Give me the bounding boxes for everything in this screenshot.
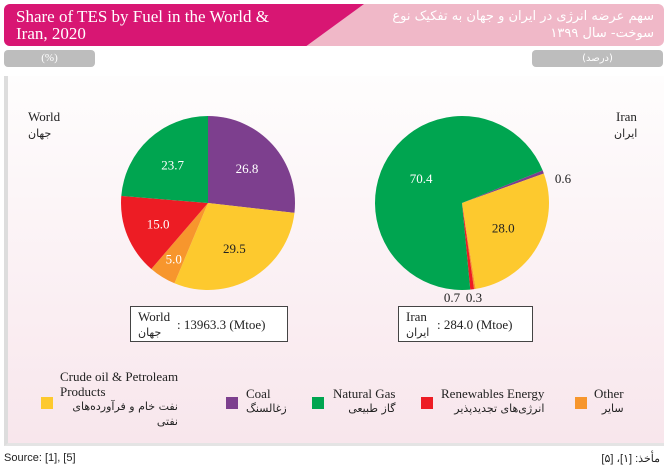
iran-total-label-fa: ایران (406, 326, 430, 339)
iran-slice-renewables (462, 203, 475, 290)
iran-label-other: 0.3 (466, 290, 482, 305)
world-label-other: 5.0 (166, 252, 182, 267)
unit-persian: (درصد) (532, 50, 663, 67)
legend-gas: Natural Gas گاز طبیعی (333, 386, 395, 416)
header-english-band (4, 4, 364, 46)
world-slice-other (151, 203, 208, 284)
legend-other: Other سایر (594, 386, 624, 416)
iran-label: Iran (616, 109, 637, 124)
legend-renewables-fa: انرژی‌های تجدیدپذیر (454, 402, 545, 415)
legend-renewables-en: Renewables Energy (441, 386, 545, 401)
iran-total-box: Iran ایران : 284.0 (Mtoe) (398, 306, 533, 342)
world-total-label: World (138, 309, 171, 324)
legend-swatch-gas (312, 397, 324, 409)
source-english: Source: [1], [5] (4, 452, 76, 464)
iran-slice-gas (374, 116, 543, 290)
iran-slice-oil (462, 173, 549, 289)
world-label-renewables: 15.0 (147, 216, 170, 231)
title-persian: سهم عرضه انرژی در ایران و جهان به تفکیک … (392, 9, 654, 41)
iran-label-fa: ایران (614, 127, 638, 140)
unit-english: (%) (4, 50, 95, 67)
iran-label-gas: 70.4 (410, 171, 433, 186)
iran-label-renewables: 0.7 (444, 290, 461, 305)
legend-coal: Coal زغالسنگ (246, 386, 287, 416)
legend-swatch-other (575, 397, 587, 409)
chart-panel (4, 76, 664, 446)
legend-other-fa: سایر (601, 402, 624, 415)
iran-total-value: : 284.0 (Mtoe) (437, 317, 513, 332)
world-slice-coal (208, 116, 295, 213)
world-label-oil: 29.5 (223, 241, 246, 256)
legend-gas-en: Natural Gas (333, 386, 396, 401)
world-total-box: World جهان : 13963.3 (Mtoe) (130, 306, 288, 342)
legend-coal-en: Coal (246, 386, 271, 401)
world-label-fa: جهان (28, 127, 52, 140)
world-slice-gas (121, 116, 208, 203)
iran-slice-coal (462, 170, 544, 203)
legend-renewables: Renewables Energy انرژی‌های تجدیدپذیر (441, 386, 544, 416)
world-label-coal: 26.8 (236, 161, 259, 176)
legend-swatch-coal (226, 397, 238, 409)
world-total-label-fa: جهان (138, 326, 162, 339)
legend-oil-fa: نفت خام و فرآورده‌های نفتی (72, 400, 178, 428)
world-label-gas: 23.7 (161, 158, 184, 173)
iran-total-label: Iran (406, 309, 427, 324)
iran-slice-other (462, 203, 476, 290)
iran-label-oil: 28.0 (492, 220, 515, 235)
legend-swatch-renewables (421, 397, 433, 409)
world-slice-oil (174, 203, 295, 290)
legend-oil: Crude oil & Petroleam Products نفت خام و … (60, 369, 190, 429)
legend-swatch-oil (41, 397, 53, 409)
chart-header: Share of TES by Fuel in the World & Iran… (4, 4, 664, 46)
legend-other-en: Other (594, 386, 624, 401)
legend-gas-fa: گاز طبیعی (348, 402, 396, 415)
world-total-value: : 13963.3 (Mtoe) (177, 317, 266, 332)
world-label: World (28, 109, 61, 124)
world-slice-renewables (121, 195, 208, 269)
iran-label-coal: 0.6 (555, 171, 572, 186)
title-english: Share of TES by Fuel in the World & Iran… (16, 7, 269, 43)
legend-oil-en: Crude oil & Petroleam Products (60, 369, 179, 399)
source-persian: مأخذ: [۱]، [۵] (601, 453, 660, 465)
legend-coal-fa: زغالسنگ (246, 402, 287, 415)
